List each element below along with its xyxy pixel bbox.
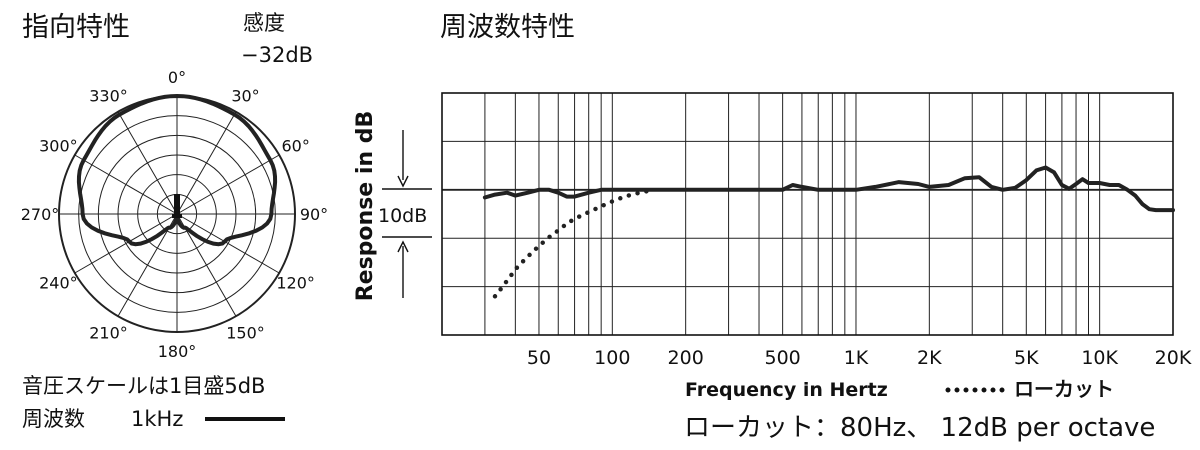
freq-x-axis-label: Frequency in Hertz bbox=[685, 379, 888, 401]
freq-lowcut-curve bbox=[492, 187, 658, 299]
freq-x-tick-label: 50 bbox=[527, 347, 551, 369]
freq-lowcut-legend-label: ローカット bbox=[1014, 377, 1114, 401]
polar-angle-label: 120° bbox=[276, 274, 315, 293]
polar-angle-label: 60° bbox=[281, 137, 309, 156]
polar-spoke bbox=[74, 154, 178, 215]
freq-x-tick-label: 5K bbox=[1014, 347, 1039, 369]
freq-x-tick-label: 10K bbox=[1081, 347, 1118, 369]
microphone-icon bbox=[172, 194, 182, 218]
polar-title: 指向特性 bbox=[22, 12, 130, 43]
polar-angle-label: 0° bbox=[168, 68, 186, 87]
polar-spoke bbox=[176, 111, 237, 215]
freq-x-tick-labels: 50 100 200 500 1K 2K 5K 10K 20K bbox=[527, 347, 1192, 369]
freq-x-tick-label: 20K bbox=[1155, 347, 1192, 369]
polar-grid bbox=[58, 95, 296, 333]
polar-spoke bbox=[176, 213, 280, 274]
freq-scale-label: 10dB bbox=[378, 205, 427, 227]
freq-lowcut-note: ローカット：80Hz、 12dB per octave bbox=[684, 413, 1155, 443]
polar-scale-note: 音圧スケールは1目盛5dB bbox=[22, 374, 265, 398]
polar-angle-label: 270° bbox=[21, 205, 60, 224]
polar-angle-label: 90° bbox=[300, 205, 328, 224]
polar-angle-label: 150° bbox=[226, 324, 265, 343]
polar-angle-label: 30° bbox=[231, 86, 259, 105]
polar-legend-label: 1kHz bbox=[131, 407, 183, 431]
freq-x-tick-label: 200 bbox=[668, 347, 704, 369]
freq-y-axis-label: Response in dB bbox=[353, 111, 378, 302]
polar-spoke bbox=[74, 213, 178, 274]
polar-angle-label: 300° bbox=[39, 137, 78, 156]
sensitivity-value: −32dB bbox=[241, 43, 313, 67]
sensitivity-label: 感度 bbox=[243, 11, 285, 35]
polar-angle-label: 180° bbox=[158, 342, 197, 361]
polar-spoke bbox=[117, 111, 178, 215]
freq-x-tick-label: 500 bbox=[764, 347, 800, 369]
freq-plot-frame bbox=[441, 92, 1174, 336]
freq-grid bbox=[442, 93, 1173, 335]
freq-title: 周波数特性 bbox=[440, 12, 575, 43]
freq-x-tick-label: 1K bbox=[844, 347, 869, 369]
polar-angle-label: 240° bbox=[39, 274, 78, 293]
polar-angle-label: 210° bbox=[89, 324, 128, 343]
polar-angle-label: 330° bbox=[89, 86, 128, 105]
freq-x-tick-label: 100 bbox=[594, 347, 630, 369]
freq-x-tick-label: 2K bbox=[917, 347, 942, 369]
freq-scale-indicator: 10dB bbox=[378, 130, 432, 298]
polar-legend-prefix: 周波数 bbox=[22, 407, 85, 431]
polar-angle-labels: 0° 30° 60° 90° 120° 150° 180° 210° 240° 270° 300° 3… bbox=[21, 68, 328, 361]
freq-response-curve bbox=[482, 165, 1175, 213]
polar-spoke bbox=[176, 154, 280, 215]
